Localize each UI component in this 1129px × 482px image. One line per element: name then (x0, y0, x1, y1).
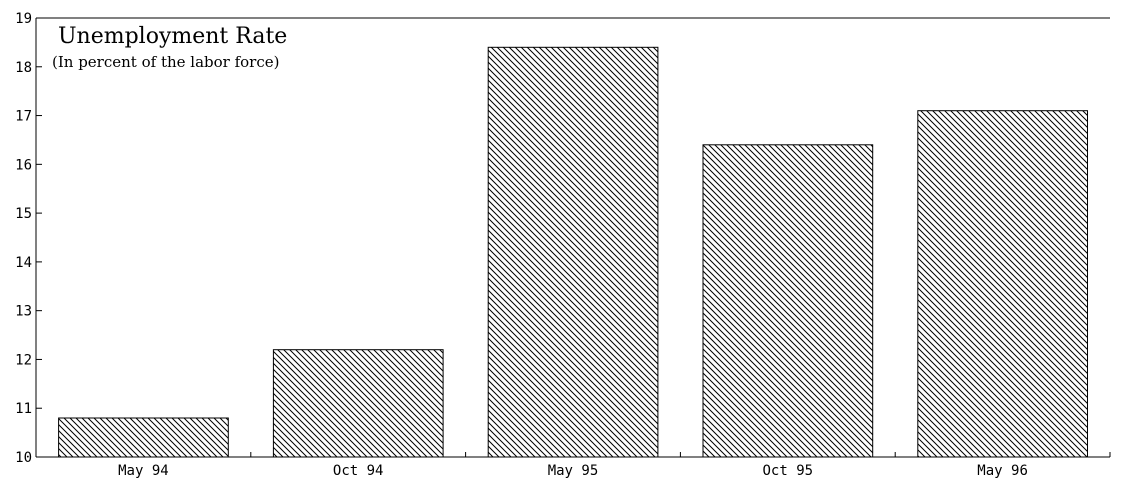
y-tick-label: 13 (15, 304, 32, 320)
chart-subtitle: (In percent of the labor force) (52, 53, 279, 71)
x-tick-label: May 96 (977, 463, 1028, 479)
bar-oct-95 (702, 144, 874, 458)
y-tick-label: 18 (15, 60, 32, 76)
y-tick-label: 10 (15, 450, 32, 466)
y-tick-label: 15 (15, 206, 32, 222)
bars-group (58, 46, 1088, 458)
y-tick-label: 14 (15, 255, 32, 271)
y-tick-label: 16 (15, 157, 32, 173)
x-axis-ticks: May 94 Oct 94 May 95 Oct 95 May 96 (35, 452, 1111, 479)
bar-may-95 (487, 46, 659, 458)
y-tick-label: 19 (15, 11, 32, 27)
x-tick-label: May 94 (118, 463, 169, 479)
y-tick-label: 17 (15, 109, 32, 125)
bar-may-94 (58, 417, 229, 458)
bar-oct-94 (272, 349, 444, 458)
y-tick-label: 12 (15, 352, 32, 368)
chart-title: Unemployment Rate (58, 24, 287, 49)
y-axis-ticks: 10 11 12 13 14 15 16 17 18 19 (15, 11, 42, 466)
y-tick-label: 11 (15, 401, 32, 417)
x-tick-label: Oct 94 (333, 463, 384, 479)
x-tick-label: May 95 (548, 463, 599, 479)
bar-may-96 (917, 110, 1088, 458)
x-tick-label: Oct 95 (763, 463, 814, 479)
